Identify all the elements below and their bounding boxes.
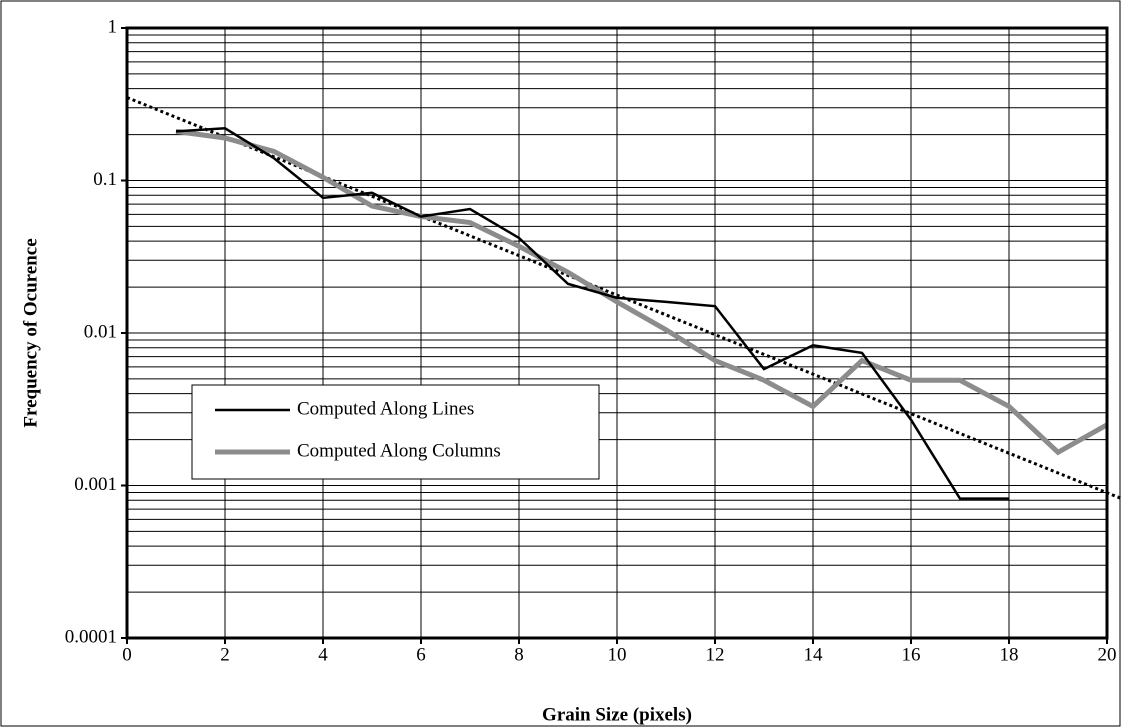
x-tick-label: 14 (804, 644, 824, 665)
y-tick-label: 0.001 (74, 474, 117, 495)
x-tick-label: 10 (608, 644, 627, 665)
series-line (175, 128, 1109, 456)
y-tick-label: 1 (108, 16, 118, 37)
marks (126, 96, 1122, 501)
x-tick-label: 2 (220, 644, 230, 665)
grid (121, 27, 1108, 644)
legend: Computed Along Lines Computed Along Colum… (191, 384, 600, 480)
x-tick-label: 6 (416, 644, 426, 665)
legend-box (191, 384, 600, 480)
x-tick-label: 18 (1000, 644, 1019, 665)
legend-label: Computed Along Columns (297, 440, 501, 461)
y-tick-label: 0.01 (84, 321, 117, 342)
y-axis-title: Frequency of Ocurence (20, 238, 41, 427)
series-line (175, 127, 1009, 500)
x-tick-label: 20 (1098, 644, 1117, 665)
x-tick-label: 4 (318, 644, 328, 665)
y-tick-label: 0.0001 (65, 626, 117, 647)
x-axis-title: Grain Size (pixels) (542, 704, 692, 725)
x-tick-label: 0 (122, 644, 132, 665)
x-tick-label: 12 (706, 644, 725, 665)
x-tick-label: 8 (514, 644, 524, 665)
legend-label: Computed Along Lines (297, 398, 474, 419)
y-tick-label: 0.1 (93, 169, 117, 190)
x-tick-label: 16 (902, 644, 921, 665)
plot-border (125, 26, 1109, 640)
